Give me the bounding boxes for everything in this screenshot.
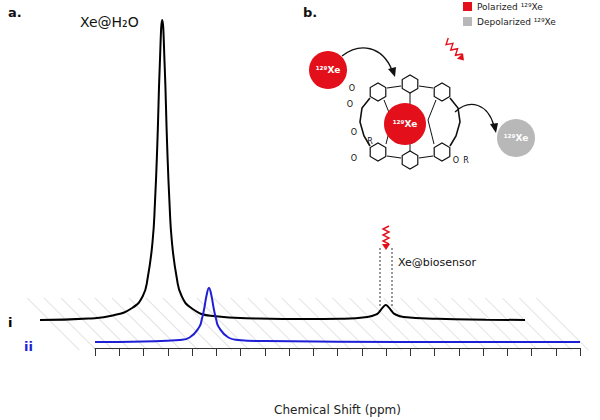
svg-text:O: O [351,154,357,163]
svg-text:Xe@biosensor: Xe@biosensor [398,256,477,269]
svg-text:R: R [463,156,469,165]
svg-text:O: O [349,84,355,93]
svg-text:Depolarized ¹²⁹Xe: Depolarized ¹²⁹Xe [477,17,556,27]
svg-text:Chemical Shift (ppm): Chemical Shift (ppm) [274,403,401,417]
svg-text:O: O [347,100,353,109]
svg-text:Polarized ¹²⁹Xe: Polarized ¹²⁹Xe [477,2,543,12]
svg-text:¹²⁹Xe: ¹²⁹Xe [504,133,529,143]
svg-text:¹²⁹Xe: ¹²⁹Xe [393,119,418,129]
svg-text:O: O [351,128,357,137]
svg-text:Xe@H₂O: Xe@H₂O [80,14,139,30]
svg-text:ii: ii [24,339,33,354]
svg-text:R: R [367,137,373,146]
svg-text:a.: a. [8,5,22,20]
svg-text:i: i [8,315,12,330]
svg-text:O: O [453,156,459,165]
svg-text:b.: b. [303,5,317,20]
svg-text:¹²⁹Xe: ¹²⁹Xe [316,65,341,75]
